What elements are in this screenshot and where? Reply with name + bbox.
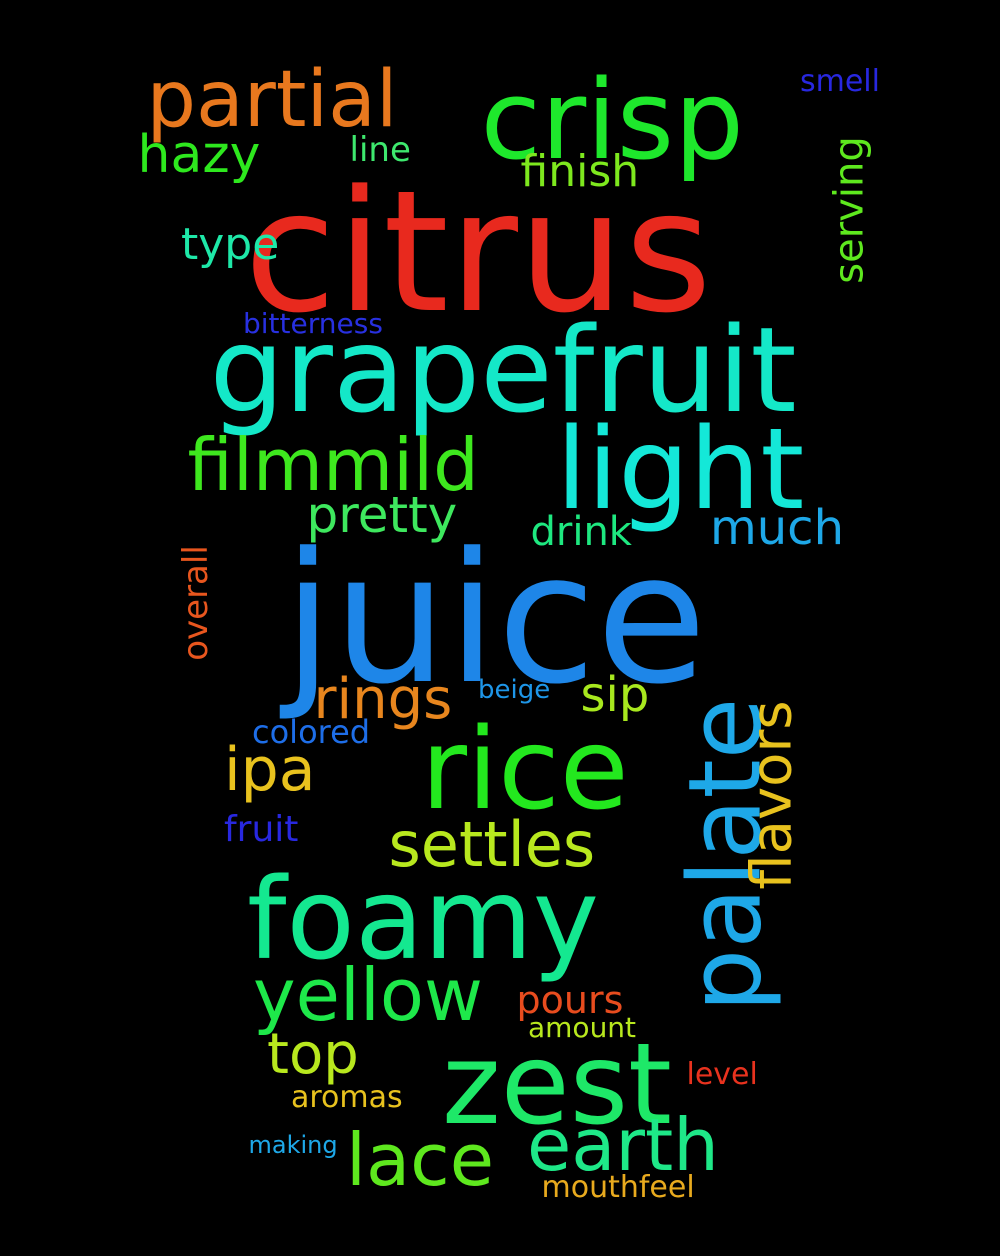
word-juice: juice — [283, 515, 707, 724]
word-type: type — [181, 219, 280, 270]
word-foamy: foamy — [247, 855, 599, 985]
word-overall: overall — [175, 545, 216, 661]
word-level: level — [686, 1057, 758, 1092]
word-top: top — [267, 1022, 359, 1087]
word-pretty: pretty — [306, 486, 458, 544]
word-lace: lace — [346, 1118, 495, 1202]
word-crisp: crisp — [480, 56, 744, 184]
word-pours: pours — [516, 978, 624, 1022]
word-citrus: citrus — [244, 154, 712, 350]
word-beige: beige — [478, 675, 551, 705]
word-settles: settles — [388, 808, 596, 881]
word-making: making — [248, 1131, 338, 1159]
word-zest: zest — [442, 1020, 672, 1150]
word-fruit: fruit — [224, 809, 299, 850]
word-bitterness: bitterness — [243, 307, 383, 340]
word-ipa: ipa — [224, 735, 316, 805]
word-rice: rice — [421, 705, 629, 835]
word-flavors: flavors — [739, 700, 805, 890]
word-hazy: hazy — [137, 125, 261, 185]
word-yellow: yellow — [253, 953, 483, 1037]
word-finish: finish — [520, 146, 640, 197]
word-sip: sip — [580, 667, 650, 723]
word-earth: earth — [527, 1103, 719, 1187]
word-light: light — [556, 405, 805, 535]
word-serving: serving — [826, 136, 873, 284]
word-rings: rings — [313, 667, 453, 732]
word-grapefruit: grapefruit — [209, 301, 797, 439]
word-drink: drink — [530, 509, 632, 555]
word-amount: amount — [528, 1011, 637, 1044]
word-mouthfeel: mouthfeel — [541, 1170, 695, 1205]
word-line: line — [349, 130, 411, 170]
word-much: much — [710, 500, 844, 556]
word-aromas: aromas — [291, 1080, 403, 1115]
word-colored: colored — [252, 713, 371, 751]
word-partial: partial — [146, 55, 398, 145]
word-filmmild: filmmild — [187, 423, 479, 507]
word-smell: smell — [800, 64, 880, 99]
